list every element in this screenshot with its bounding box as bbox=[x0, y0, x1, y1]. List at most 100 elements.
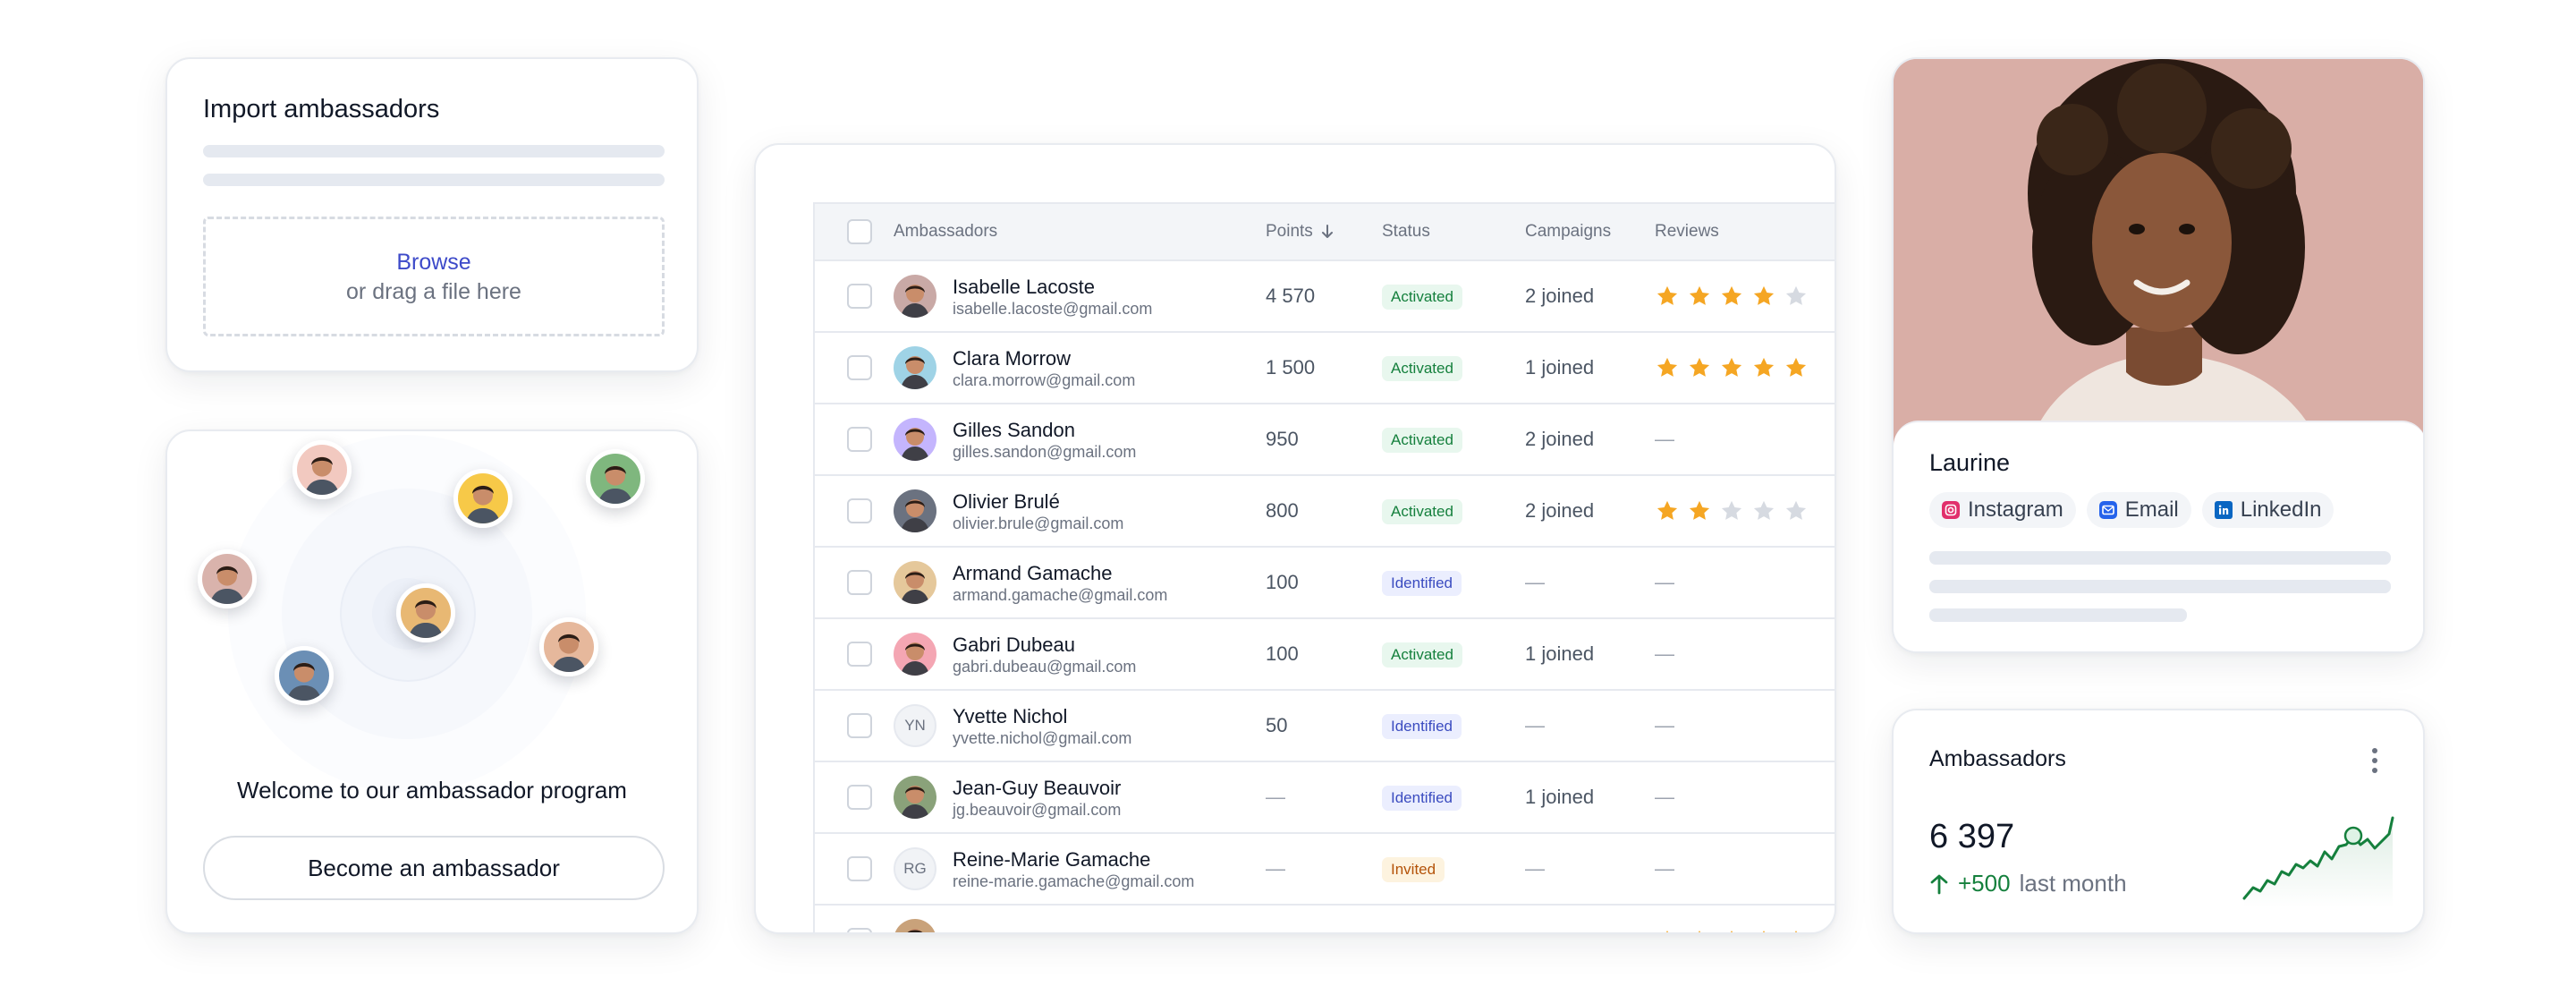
become-ambassador-button[interactable]: Become an ambassador bbox=[203, 836, 665, 900]
select-all-checkbox[interactable] bbox=[847, 219, 872, 244]
instagram-chip[interactable]: Instagram bbox=[1929, 492, 2076, 528]
avatar bbox=[894, 346, 936, 389]
ambassador-text: Reine-Marie Gamache reine-marie.gamache@g… bbox=[953, 847, 1194, 891]
reviews-value: — bbox=[1655, 857, 1674, 880]
points-value: — bbox=[1266, 786, 1285, 808]
table-row[interactable]: Armand Gamache armand.gamache@gmail.com 10… bbox=[815, 547, 1835, 618]
row-checkbox[interactable] bbox=[847, 498, 872, 524]
campaigns-value: — bbox=[1525, 714, 1545, 736]
table-row[interactable]: Clara Morrow clara.morrow@gmail.com 1 500 A… bbox=[815, 332, 1835, 404]
star-icon bbox=[1721, 500, 1742, 520]
row-select-cell bbox=[815, 690, 894, 761]
table-row[interactable]: Gilles Sandon gilles.sandon@gmail.com 950 A… bbox=[815, 404, 1835, 475]
row-checkbox[interactable] bbox=[847, 856, 872, 882]
header-campaigns[interactable]: Campaigns bbox=[1525, 202, 1655, 261]
row-select-cell bbox=[815, 905, 894, 932]
file-dropzone[interactable]: Browse or drag a file here bbox=[203, 217, 665, 336]
linkedin-icon bbox=[2214, 501, 2233, 519]
table-row[interactable]: Olivier Brulé olivier.brule@gmail.com 800 A… bbox=[815, 475, 1835, 547]
ambassador-info: YN Yvette Nichol yvette.nichol@gmail.com bbox=[894, 704, 1266, 748]
points-value: 50 bbox=[1266, 714, 1288, 736]
sparkline-marker bbox=[2343, 826, 2363, 846]
status-cell: Identified bbox=[1382, 547, 1525, 618]
ambassador-cell: RG Reine-Marie Gamache reine-marie.gamache… bbox=[894, 833, 1266, 905]
import-title: Import ambassadors bbox=[203, 95, 440, 123]
header-select-all bbox=[815, 202, 894, 261]
table-row[interactable]: RG Reine-Marie Gamache reine-marie.gamache… bbox=[815, 833, 1835, 905]
arrow-up-icon bbox=[1930, 874, 1948, 894]
email-label: Email bbox=[2124, 498, 2179, 522]
star-icon bbox=[1666, 930, 1668, 932]
row-checkbox[interactable] bbox=[847, 427, 872, 453]
skeleton-line bbox=[1929, 608, 2187, 622]
reviews-value: — bbox=[1655, 571, 1674, 593]
arrow-down-icon bbox=[1321, 224, 1333, 238]
ambassador-text: Clara Morrow clara.morrow@gmail.com bbox=[953, 346, 1135, 390]
star-icon bbox=[1657, 500, 1678, 520]
header-ambassadors[interactable]: Ambassadors bbox=[894, 202, 1266, 261]
review-stars bbox=[1655, 355, 1835, 380]
more-vertical-icon[interactable] bbox=[2368, 744, 2382, 777]
ambassador-info: Peter Morrow bbox=[894, 919, 1266, 932]
table-row[interactable]: Gabri Dubeau gabri.dubeau@gmail.com 100 Act… bbox=[815, 618, 1835, 690]
avatar bbox=[894, 919, 936, 932]
ambassador-email: olivier.brule@gmail.com bbox=[953, 514, 1124, 532]
star-icon bbox=[1785, 285, 1807, 305]
table-row[interactable]: Peter Morrow bbox=[815, 905, 1835, 932]
ambassador-info: Jean-Guy Beauvoir jg.beauvoir@gmail.com bbox=[894, 776, 1266, 820]
ambassador-name: Reine-Marie Gamache bbox=[953, 847, 1151, 871]
row-checkbox[interactable] bbox=[847, 928, 872, 932]
row-checkbox[interactable] bbox=[847, 713, 872, 739]
ambassador-cell: Clara Morrow clara.morrow@gmail.com bbox=[894, 332, 1266, 404]
star-icon bbox=[1753, 357, 1775, 377]
ambassador-text: Gilles Sandon gilles.sandon@gmail.com bbox=[953, 418, 1136, 462]
row-checkbox[interactable] bbox=[847, 642, 872, 668]
status-cell: Activated bbox=[1382, 618, 1525, 690]
skeleton-line bbox=[1929, 551, 2391, 565]
ambassador-name: Gilles Sandon bbox=[953, 418, 1075, 441]
initials-avatar: YN bbox=[894, 704, 936, 747]
points-value: 4 570 bbox=[1266, 285, 1316, 307]
header-reviews[interactable]: Reviews bbox=[1655, 202, 1835, 261]
row-select-cell bbox=[815, 761, 894, 833]
reviews-value: — bbox=[1655, 786, 1674, 808]
table-row[interactable]: Isabelle Lacoste isabelle.lacoste@gmail.c… bbox=[815, 260, 1835, 332]
ambassador-info: RG Reine-Marie Gamache reine-marie.gamache… bbox=[894, 847, 1266, 891]
reviews-cell: — bbox=[1655, 618, 1835, 690]
star-icon bbox=[1689, 285, 1710, 305]
row-checkbox[interactable] bbox=[847, 570, 872, 596]
campaigns-value: 1 joined bbox=[1525, 356, 1595, 378]
ambassador-cell: Peter Morrow bbox=[894, 905, 1266, 932]
portrait-illustration bbox=[1894, 59, 2423, 453]
ambassador-cell: Gilles Sandon gilles.sandon@gmail.com bbox=[894, 404, 1266, 475]
table-row[interactable]: Jean-Guy Beauvoir jg.beauvoir@gmail.com — I… bbox=[815, 761, 1835, 833]
instagram-label: Instagram bbox=[1968, 498, 2063, 522]
header-ambassadors-label: Ambassadors bbox=[894, 222, 998, 241]
reviews-cell: — bbox=[1655, 833, 1835, 905]
email-chip[interactable]: Email bbox=[2086, 492, 2191, 528]
ambassador-info: Gabri Dubeau gabri.dubeau@gmail.com bbox=[894, 633, 1266, 676]
browse-link[interactable]: Browse bbox=[396, 250, 471, 275]
linkedin-chip[interactable]: LinkedIn bbox=[2201, 492, 2334, 528]
table-row[interactable]: YN Yvette Nichol yvette.nichol@gmail.com 50… bbox=[815, 690, 1835, 761]
reviews-value: — bbox=[1655, 642, 1674, 665]
table-container[interactable]: Ambassadors Points Status Campaigns Revi… bbox=[813, 202, 1835, 932]
row-checkbox[interactable] bbox=[847, 785, 872, 811]
ambassador-name: Olivier Brulé bbox=[953, 489, 1060, 513]
header-status[interactable]: Status bbox=[1382, 202, 1525, 261]
status-badge: Invited bbox=[1382, 856, 1445, 882]
row-select-cell bbox=[815, 833, 894, 905]
profile-name: Laurine bbox=[1929, 449, 2011, 476]
points-value: 1 500 bbox=[1266, 356, 1316, 378]
points-value: — bbox=[1266, 857, 1285, 880]
row-checkbox[interactable] bbox=[847, 284, 872, 310]
header-points[interactable]: Points bbox=[1266, 202, 1382, 261]
row-checkbox[interactable] bbox=[847, 355, 872, 381]
row-select-cell bbox=[815, 475, 894, 547]
campaigns-value: — bbox=[1525, 857, 1545, 880]
stats-title: Ambassadors bbox=[1929, 746, 2066, 771]
ambassador-cell: Armand Gamache armand.gamache@gmail.com bbox=[894, 547, 1266, 618]
campaigns-value: 2 joined bbox=[1525, 428, 1595, 450]
ambassador-name: Armand Gamache bbox=[953, 561, 1113, 584]
skeleton-line bbox=[203, 174, 665, 186]
